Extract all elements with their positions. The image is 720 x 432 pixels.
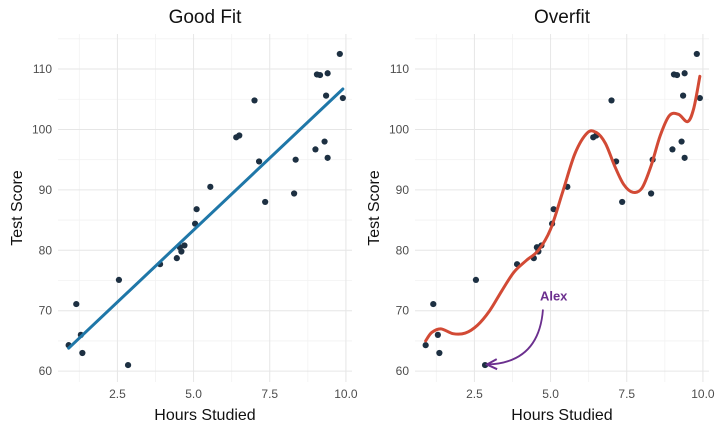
- data-point: [324, 154, 331, 161]
- x-tick-label: 10.0: [691, 387, 715, 401]
- overfit-curve: [424, 74, 702, 343]
- x-axis-label: Hours Studied: [154, 407, 255, 424]
- data-point: [324, 70, 331, 77]
- y-tick-label: 80: [396, 243, 410, 257]
- x-axis-label: Hours Studied: [511, 407, 612, 424]
- data-point: [680, 92, 687, 99]
- data-point: [251, 97, 258, 104]
- x-tick-label: 7.5: [618, 387, 635, 401]
- data-point: [681, 154, 688, 161]
- x-tick-label: 2.5: [466, 387, 483, 401]
- data-point: [312, 146, 319, 153]
- panel-over: 2.5 5.0 7.5 10.0 60 70 80 90 100 110 Overfit Hours …: [366, 7, 715, 424]
- data-point: [323, 92, 330, 99]
- data-point: [291, 190, 298, 197]
- data-point: [550, 206, 557, 213]
- y-tick-label: 100: [389, 122, 409, 136]
- y-tick-label: 110: [33, 62, 52, 76]
- data-point: [181, 242, 188, 249]
- y-tick-label: 90: [396, 183, 410, 197]
- data-point: [678, 138, 685, 145]
- data-point: [339, 94, 346, 102]
- data-point: [73, 300, 80, 308]
- x-tick-label: 5.0: [542, 387, 559, 401]
- data-point: [236, 132, 243, 139]
- data-point: [262, 198, 269, 206]
- data-point: [178, 248, 185, 255]
- data-point: [434, 331, 441, 338]
- annotation-label: Alex: [540, 289, 568, 304]
- chart-title: Good Fit: [169, 7, 243, 28]
- data-point: [436, 349, 443, 357]
- chart-title: Overfit: [534, 7, 591, 28]
- data-point: [673, 71, 681, 79]
- data-point: [696, 94, 703, 102]
- y-tick-label: 100: [32, 122, 52, 136]
- y-tick-label: 80: [39, 243, 53, 257]
- data-point: [608, 97, 615, 104]
- data-point: [321, 138, 328, 145]
- x-tick-label: 2.5: [109, 387, 126, 401]
- data-point: [336, 50, 343, 58]
- data-point: [693, 50, 700, 58]
- y-tick-label: 70: [396, 304, 410, 318]
- y-axis-label: Test Score: [9, 170, 26, 246]
- data-point: [681, 70, 688, 77]
- x-tick-label: 5.0: [185, 387, 202, 401]
- data-point: [292, 156, 299, 163]
- y-tick-label: 110: [390, 62, 409, 76]
- data-point: [255, 158, 263, 165]
- data-point: [422, 342, 429, 349]
- y-tick-label: 60: [396, 364, 410, 378]
- data-point: [193, 206, 200, 213]
- data-point: [430, 300, 437, 308]
- data-point: [648, 190, 655, 197]
- linear-fit-line: [67, 87, 345, 350]
- data-point: [472, 276, 480, 283]
- y-axis-label: Test Score: [366, 170, 383, 246]
- data-point: [115, 276, 123, 283]
- y-tick-label: 90: [39, 183, 53, 197]
- data-point: [124, 361, 132, 369]
- data-point: [207, 183, 214, 190]
- annotation-arrow: [488, 309, 544, 365]
- data-point: [481, 361, 489, 369]
- x-tick-label: 10.0: [334, 387, 358, 401]
- y-tick-label: 70: [39, 304, 53, 318]
- panel-good: 2.5 5.0 7.5 10.0 60 70 80 90 100 110 Good Fit Hours…: [9, 7, 358, 424]
- data-point: [669, 146, 676, 153]
- data-point: [79, 349, 86, 357]
- data-point: [173, 255, 180, 262]
- y-tick-label: 60: [39, 364, 53, 378]
- data-point: [619, 198, 626, 206]
- x-tick-label: 7.5: [261, 387, 278, 401]
- data-point: [316, 71, 324, 79]
